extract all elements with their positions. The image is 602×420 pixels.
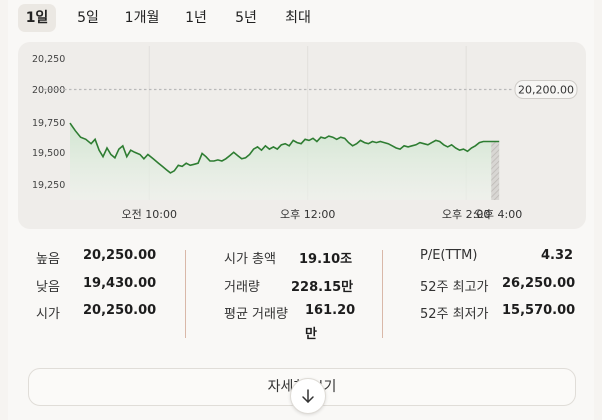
stat-label-low: 낮음 [36,280,60,295]
stat-label-avg-volume: 평균 거래량 [224,307,288,322]
stat-value-pe: 4.32 [541,248,574,263]
price-chart[interactable]: 20,250 20,000 19,750 19,500 19,250 오전 10:00 오… [18,42,586,229]
y-tick-label: 20,000 [32,85,65,96]
stat-value-volume: 228.15만 [291,280,354,295]
stat-label-high: 높음 [36,252,60,267]
stat-label-52w-low: 52주 최저가 [420,307,489,322]
stat-value-52w-high: 26,250.00 [502,276,576,291]
stat-label-open: 시가 [36,307,60,322]
price-line [69,122,500,174]
stat-label-volume: 거래량 [224,280,260,295]
stat-value-open: 20,250.00 [83,303,157,318]
stat-value-52w-low: 15,570.00 [502,303,576,318]
x-tick-label: 오후 2:00 [442,208,490,221]
stat-value-avg-volume-unit: 만 [305,327,317,342]
tab-1y[interactable]: 1년 [185,10,207,26]
stat-value-market-cap: 19.10조 [299,252,353,267]
stat-label-52w-high: 52주 최고가 [420,280,489,295]
stat-value-low: 19,430.00 [83,276,157,291]
previous-close-badge: 20,200.00 [514,80,578,99]
y-tick-label: 19,250 [32,180,65,191]
stat-value-avg-volume: 161.20 [305,303,356,318]
price-area-fill [70,123,500,200]
tab-5y[interactable]: 5년 [235,10,257,26]
after-hours-hatch [491,141,500,200]
tab-5d[interactable]: 5일 [77,10,99,26]
previous-close-label: 20,200.00 [518,84,574,97]
x-tick-label: 오전 10:00 [122,208,177,221]
tab-1m[interactable]: 1개월 [124,10,160,26]
x-tick-label: 오후 4:00 [474,208,522,221]
tab-max[interactable]: 최대 [285,10,311,26]
y-tick-label: 19,500 [32,148,65,159]
price-chart-svg: 20,250 20,000 19,750 19,500 19,250 오전 10:00 오… [32,46,578,221]
x-tick-label: 오후 12:00 [280,208,335,221]
y-tick-label: 19,750 [32,118,65,129]
arrow-down-icon [302,389,314,403]
tab-1d[interactable]: 1일 [18,4,56,32]
stats-divider [382,250,383,338]
stats-grid: 높음 20,250.00 낮음 19,430.00 시가 20,250.00 시… [18,240,586,342]
stats-divider [185,250,186,338]
y-tick-label: 20,250 [32,54,65,65]
stat-label-pe: P/E(TTM) [420,248,478,263]
scroll-down-button[interactable] [290,378,326,414]
stat-label-market-cap: 시가 총액 [224,252,276,267]
stat-value-high: 20,250.00 [83,248,157,263]
